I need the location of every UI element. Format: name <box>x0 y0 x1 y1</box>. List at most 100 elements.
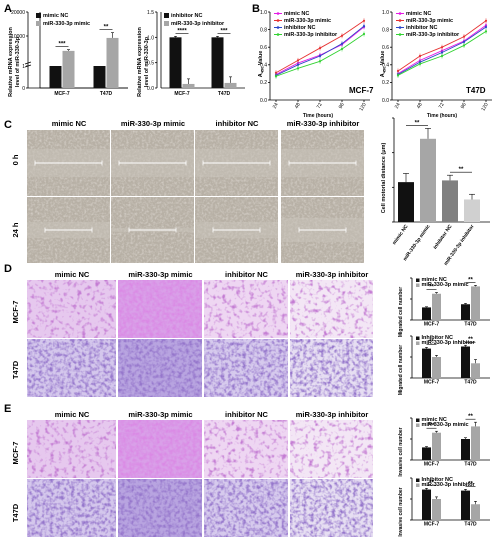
d-stain-texture-0-0 <box>27 280 116 338</box>
d-stain-texture-1-2 <box>204 339 288 397</box>
e1-marks-bar-0-0 <box>422 447 431 460</box>
b1-marks-legend-1: miR-330-3p mimic <box>284 18 331 24</box>
c1-sig-0: ** <box>415 120 420 126</box>
d-col-header-2: inhibitor NC <box>225 270 268 279</box>
e2-marks-legend-0: Inhibitor NC <box>422 477 453 483</box>
b1-marks-point-3-1 <box>296 67 300 70</box>
e2-marks-legend-1: miR-330-3p inhibitor <box>422 482 476 488</box>
wound-image-1-0 <box>27 197 110 263</box>
b2-marks-ytick-1: 0.2 <box>382 80 389 86</box>
wound-image-0-0 <box>27 130 110 196</box>
d-col-header-0: mimic NC <box>55 270 90 279</box>
wound-image-1-2 <box>195 197 278 263</box>
a1-ylabel-line1: Relative mRNA expression <box>8 26 14 96</box>
b1-marks-point-2-4 <box>362 24 366 28</box>
b2-title: T47D <box>466 86 486 95</box>
d-row-t47d: T47D <box>11 360 20 379</box>
a1-ytick-1: 1 <box>22 64 25 70</box>
b1-marks-ytick-1: 0.2 <box>260 80 267 86</box>
c-col-header-0: mimic NC <box>52 119 87 128</box>
c-row-0h: 0 h <box>11 154 20 165</box>
a2-marks-sig-0: **** <box>177 28 187 34</box>
b1-marks-xtick-4: 120 <box>358 102 367 112</box>
a1-axis-break-1 <box>24 61 32 65</box>
e-col-header-2: inhibitor NC <box>225 410 268 419</box>
e-stain-image-0-1 <box>118 420 202 478</box>
b2-marks-ytick-4: 0.8 <box>382 27 389 33</box>
e2-marks-legend-swatch-1 <box>416 483 420 487</box>
e-row-mcf7: MCF-7 <box>11 442 20 465</box>
panel-labels: A B C D E <box>4 3 260 415</box>
e1-marks-bar-0-1 <box>432 432 441 460</box>
e-stain-texture-0-2 <box>204 420 288 478</box>
b2-marks-legend-marker-2 <box>398 26 402 29</box>
d1-marks-xtick-0: MCF-7 <box>424 322 439 328</box>
b1-marks-point-2-3 <box>340 42 344 45</box>
b1-marks-point-3-4 <box>362 32 366 36</box>
e-stain-texture-1-2 <box>204 479 288 537</box>
d-stain-image-1-2 <box>204 339 288 397</box>
invasion-grid: mimic NC miR-330-3p mimic inhibitor NC miR-… <box>11 410 373 537</box>
a2-marks-bar-0-1 <box>182 83 195 88</box>
b1-marks-point-3-2 <box>318 60 322 63</box>
b2-marks-point-2-3 <box>462 40 466 44</box>
a1-ytick-3: 20000 <box>11 10 25 16</box>
b1-marks-point-3-3 <box>340 47 344 51</box>
c1-bar-1 <box>420 138 436 222</box>
d-stain-texture-1-1 <box>118 339 202 397</box>
a1-marks-xtick-0: MCF-7 <box>54 91 69 97</box>
a2-marks-xtick-1: T47D <box>218 91 231 97</box>
b2-marks-legend-marker-1 <box>398 19 402 22</box>
b1-marks-point-1-4 <box>362 19 366 22</box>
d-stain-texture-1-3 <box>290 339 373 397</box>
a2-marks-sig-1: *** <box>220 28 228 34</box>
e1-marks-sig-0: *** <box>428 423 436 429</box>
e2-marks-sig-1: ** <box>468 481 473 487</box>
a2-ylabel-line2: level of miR-330-3p <box>144 36 150 87</box>
d1-marks-bar-0-1 <box>432 293 441 320</box>
b2-marks-ytick-5: 1.0 <box>382 10 389 16</box>
b2-marks-ytick-0: 0.0 <box>382 98 389 104</box>
e-col-header-3: miR-330-3p inhibitor <box>296 410 369 419</box>
d-stain-image-0-2 <box>204 280 288 338</box>
e-stain-texture-0-3 <box>290 420 373 478</box>
a2-marks-legend-swatch-1 <box>164 21 169 26</box>
a2-ytick-2: 1.0 <box>147 35 154 41</box>
chart-c1: Cell motorial distance (μm) mimic NCmiR-… <box>381 117 490 267</box>
b2-marks-legend-marker-0 <box>398 12 402 15</box>
b1-marks-xtick-0: 24 <box>272 102 280 110</box>
a1-marks-bar-0-0 <box>49 66 62 88</box>
e-stain-texture-1-3 <box>290 479 373 537</box>
b1-marks-ytick-4: 0.8 <box>260 27 267 33</box>
b2-marks-point-1-4 <box>484 19 488 22</box>
a2-marks-legend-0: inhibitor NC <box>171 13 202 19</box>
wound-image-0-3 <box>281 130 364 196</box>
d-stain-image-1-0 <box>27 339 116 397</box>
d-stain-image-1-3 <box>290 339 373 397</box>
b1-marks-ytick-0: 0.0 <box>260 98 267 104</box>
e-stain-image-1-3 <box>290 479 373 537</box>
d2-ylabel: Migrated cell number <box>398 345 404 395</box>
e1-marks-sig-1: ** <box>468 414 473 420</box>
a2-marks-xtick-0: MCF-7 <box>174 91 189 97</box>
e1-marks-legend-swatch-0 <box>416 418 420 422</box>
e-stain-image-1-2 <box>204 479 288 537</box>
c-col-header-3: miR-330-3p inhibitor <box>287 119 360 128</box>
d-col-header-1: miR-330-3p mimic <box>128 270 192 279</box>
a1-ylabel-line2: level of miR-330-3p <box>15 36 21 87</box>
e-stain-image-0-0 <box>27 420 116 478</box>
a1-marks-bar-1-1 <box>106 37 119 88</box>
chart-b2: A450 Value Time (hours) T47D 0.0 0.2 0.4 0.… <box>380 10 492 119</box>
e-stain-texture-1-1 <box>118 479 202 537</box>
migration-grid: mimic NC miR-330-3p mimic inhibitor NC miR-… <box>11 270 373 397</box>
d2-marks-legend-swatch-0 <box>416 336 420 340</box>
e-stain-texture-0-1 <box>118 420 202 478</box>
d1-marks-legend-0: mimic NC <box>422 277 447 283</box>
a1-marks-xtick-1: T47D <box>100 91 113 97</box>
b2-marks-point-1-3 <box>462 35 466 38</box>
c-col-header-2: inhibitor NC <box>216 119 259 128</box>
e1-marks-bar-1-1 <box>471 426 480 460</box>
e-row-t47d: T47D <box>11 503 20 522</box>
d1-marks-bar-1-1 <box>471 286 480 320</box>
b2-marks-point-1-0 <box>396 69 400 73</box>
